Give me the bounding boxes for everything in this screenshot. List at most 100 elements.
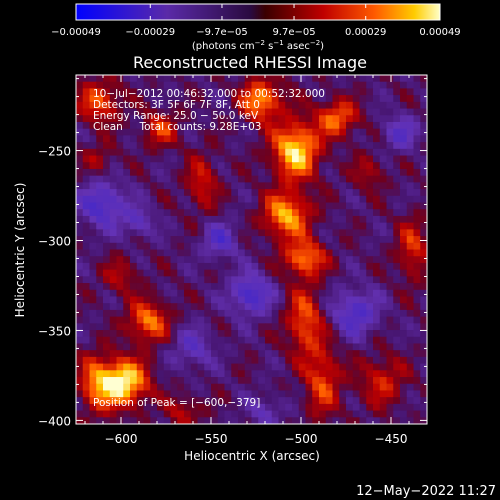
heatmap-cell <box>400 216 407 223</box>
heatmap-cell <box>339 330 346 337</box>
heatmap-cell <box>137 323 144 330</box>
heatmap-cell <box>204 176 211 183</box>
heatmap-cell <box>164 142 171 149</box>
heatmap-cell <box>360 317 367 324</box>
heatmap-cell <box>157 196 164 203</box>
heatmap-cell <box>245 357 252 364</box>
heatmap-cell <box>76 270 83 277</box>
heatmap-cell <box>400 323 407 330</box>
heatmap-cell <box>279 236 286 243</box>
heatmap-cell <box>245 149 252 156</box>
heatmap-cell <box>420 350 427 357</box>
heatmap-cell <box>150 270 157 277</box>
heatmap-cell <box>414 196 421 203</box>
heatmap-cell <box>96 384 103 391</box>
heatmap-cell <box>299 276 306 283</box>
heatmap-cell <box>353 216 360 223</box>
heatmap-cell <box>272 169 279 176</box>
heatmap-cell <box>103 189 110 196</box>
heatmap-cell <box>407 417 414 424</box>
heatmap-cell <box>387 404 394 411</box>
heatmap-cell <box>353 256 360 263</box>
heatmap-cell <box>144 417 151 424</box>
heatmap-cell <box>184 169 191 176</box>
heatmap-cell <box>117 270 124 277</box>
heatmap-cell <box>245 296 252 303</box>
heatmap-cell <box>245 156 252 163</box>
heatmap-cell <box>117 209 124 216</box>
heatmap-cell <box>184 310 191 317</box>
heatmap-cell <box>171 176 178 183</box>
heatmap-cell <box>238 250 245 257</box>
heatmap-cell <box>164 169 171 176</box>
heatmap-cell <box>380 350 387 357</box>
heatmap-cell <box>123 250 130 257</box>
heatmap-cell <box>258 135 265 142</box>
heatmap-cell <box>76 330 83 337</box>
heatmap-cell <box>238 270 245 277</box>
heatmap-cell <box>299 317 306 324</box>
heatmap-cell <box>238 75 245 82</box>
heatmap-cell <box>285 317 292 324</box>
heatmap-cell <box>366 203 373 210</box>
heatmap-cell <box>184 75 191 82</box>
heatmap-cell <box>258 156 265 163</box>
heatmap-cell <box>103 196 110 203</box>
heatmap-cell <box>366 82 373 89</box>
heatmap-cell <box>150 323 157 330</box>
heatmap-cell <box>258 337 265 344</box>
heatmap-cell <box>339 390 346 397</box>
heatmap-cell <box>218 276 225 283</box>
heatmap-cell <box>373 303 380 310</box>
heatmap-cell <box>393 397 400 404</box>
heatmap-cell <box>96 310 103 317</box>
heatmap-cell <box>306 169 313 176</box>
heatmap-cell <box>420 102 427 109</box>
heatmap-cell <box>198 350 205 357</box>
heatmap-cell <box>312 397 319 404</box>
heatmap-cell <box>110 370 117 377</box>
heatmap-cell <box>319 377 326 384</box>
heatmap-cell <box>150 209 157 216</box>
heatmap-cell <box>272 109 279 116</box>
heatmap-cell <box>380 88 387 95</box>
heatmap-cell <box>144 182 151 189</box>
heatmap-cell <box>285 377 292 384</box>
heatmap-cell <box>218 357 225 364</box>
heatmap-cell <box>279 404 286 411</box>
heatmap-cell <box>306 323 313 330</box>
heatmap-cell <box>184 417 191 424</box>
heatmap-cell <box>420 203 427 210</box>
heatmap-cell <box>333 390 340 397</box>
heatmap-cell <box>90 209 97 216</box>
heatmap-cell <box>258 350 265 357</box>
heatmap-cell <box>157 310 164 317</box>
heatmap-cell <box>258 162 265 169</box>
heatmap-cell <box>414 310 421 317</box>
heatmap-cell <box>265 370 272 377</box>
heatmap-cell <box>292 115 299 122</box>
heatmap-cell <box>380 209 387 216</box>
heatmap-cell <box>333 256 340 263</box>
heatmap-cell <box>326 370 333 377</box>
heatmap-cell <box>258 216 265 223</box>
heatmap-cell <box>171 196 178 203</box>
heatmap-cell <box>164 162 171 169</box>
heatmap-cell <box>218 263 225 270</box>
heatmap-cell <box>204 283 211 290</box>
heatmap-cell <box>96 176 103 183</box>
heatmap-cell <box>326 276 333 283</box>
heatmap-cell <box>245 196 252 203</box>
heatmap-cell <box>285 276 292 283</box>
heatmap-cell <box>299 189 306 196</box>
heatmap-cell <box>285 290 292 297</box>
heatmap-cell <box>387 296 394 303</box>
heatmap-cell <box>137 169 144 176</box>
heatmap-cell <box>285 236 292 243</box>
heatmap-cell <box>306 142 313 149</box>
heatmap-cell <box>326 283 333 290</box>
heatmap-cell <box>225 216 232 223</box>
heatmap-cell <box>400 149 407 156</box>
heatmap-cell <box>171 343 178 350</box>
heatmap-cell <box>231 377 238 384</box>
